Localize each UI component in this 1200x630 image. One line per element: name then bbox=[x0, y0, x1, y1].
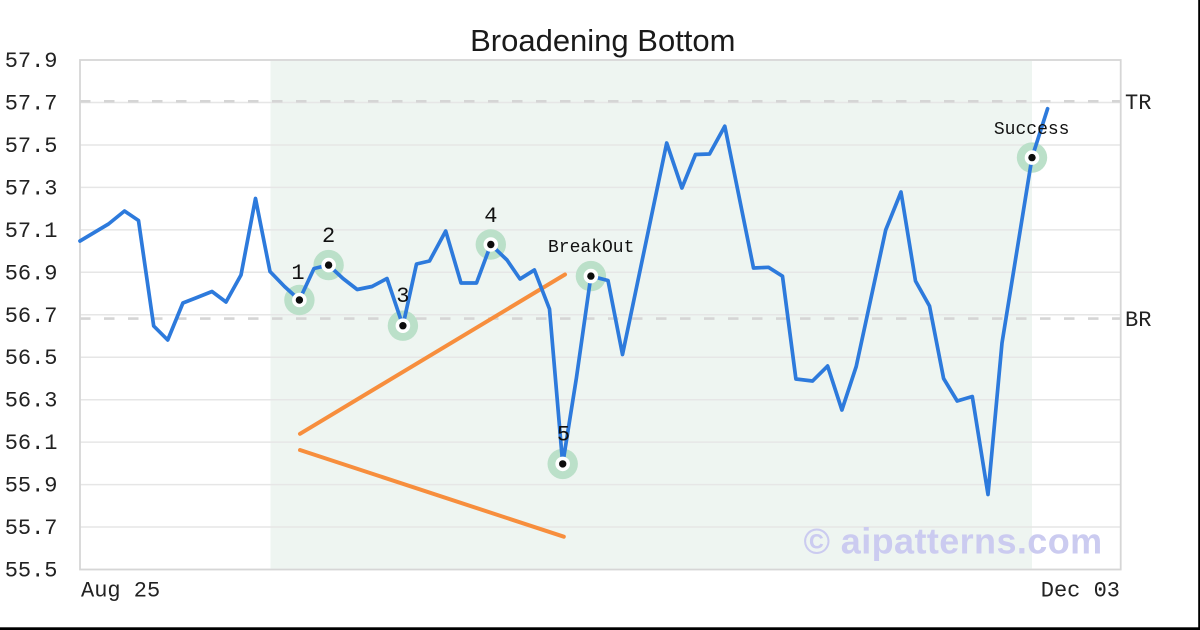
svg-text:Broadening Bottom: Broadening Bottom bbox=[470, 23, 735, 58]
svg-text:55.9: 55.9 bbox=[5, 474, 58, 499]
svg-text:1: 1 bbox=[291, 261, 304, 286]
svg-text:5: 5 bbox=[557, 423, 570, 448]
svg-text:BR: BR bbox=[1125, 308, 1151, 333]
svg-text:TR: TR bbox=[1125, 91, 1151, 116]
svg-text:56.5: 56.5 bbox=[5, 346, 58, 371]
svg-text:56.1: 56.1 bbox=[5, 431, 58, 456]
svg-text:3: 3 bbox=[396, 284, 409, 309]
svg-text:56.7: 56.7 bbox=[5, 304, 58, 329]
svg-text:Dec 03: Dec 03 bbox=[1041, 579, 1120, 604]
svg-text:55.5: 55.5 bbox=[5, 559, 58, 584]
svg-text:4: 4 bbox=[484, 204, 497, 229]
svg-text:57.1: 57.1 bbox=[5, 219, 58, 244]
svg-text:© aipatterns.com: © aipatterns.com bbox=[803, 521, 1102, 562]
svg-text:2: 2 bbox=[322, 224, 335, 249]
svg-text:BreakOut: BreakOut bbox=[548, 238, 634, 258]
svg-text:57.5: 57.5 bbox=[5, 134, 58, 159]
svg-text:56.3: 56.3 bbox=[5, 389, 58, 414]
svg-text:56.9: 56.9 bbox=[5, 261, 58, 286]
svg-text:55.7: 55.7 bbox=[5, 516, 58, 541]
svg-text:Aug 25: Aug 25 bbox=[81, 579, 160, 604]
svg-text:57.3: 57.3 bbox=[5, 176, 58, 201]
svg-text:Success: Success bbox=[994, 120, 1070, 140]
svg-text:57.7: 57.7 bbox=[5, 92, 58, 117]
svg-text:57.9: 57.9 bbox=[5, 49, 58, 74]
